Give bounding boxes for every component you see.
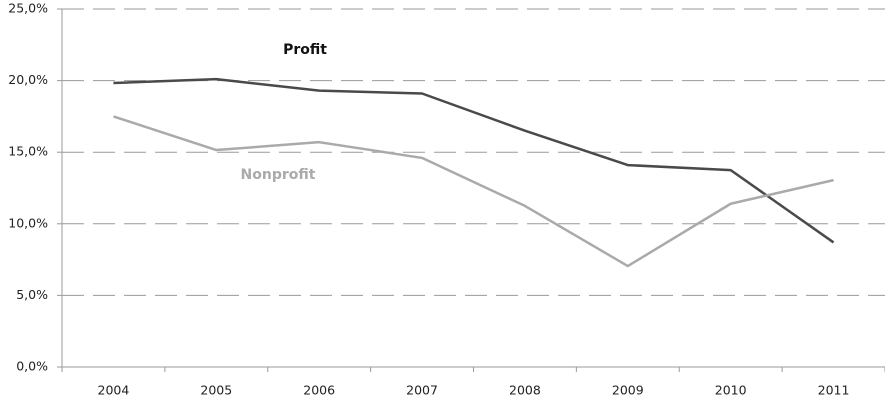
y-tick-label: 25,0% <box>8 1 48 16</box>
line-series <box>113 77 835 244</box>
y-tick-label: 0,0% <box>16 359 48 374</box>
series-label: Nonprofit <box>241 167 316 183</box>
x-tick-label: 2005 <box>200 383 232 398</box>
x-tick-label: 2010 <box>715 383 747 398</box>
x-tick-label: 2011 <box>818 383 850 398</box>
y-tick-label: 10,0% <box>8 215 48 230</box>
x-tick-label: 2004 <box>98 383 130 398</box>
y-tick-label: 5,0% <box>16 287 48 302</box>
x-tick-label: 2008 <box>509 383 541 398</box>
y-tick-label: 20,0% <box>8 72 48 87</box>
x-tick-label: 2006 <box>303 383 335 398</box>
y-tick-label: 15,0% <box>8 144 48 159</box>
line-series <box>113 115 834 268</box>
series-label: Profit <box>283 42 327 58</box>
x-tick-label: 2009 <box>612 383 644 398</box>
x-tick-label: 2007 <box>406 383 438 398</box>
